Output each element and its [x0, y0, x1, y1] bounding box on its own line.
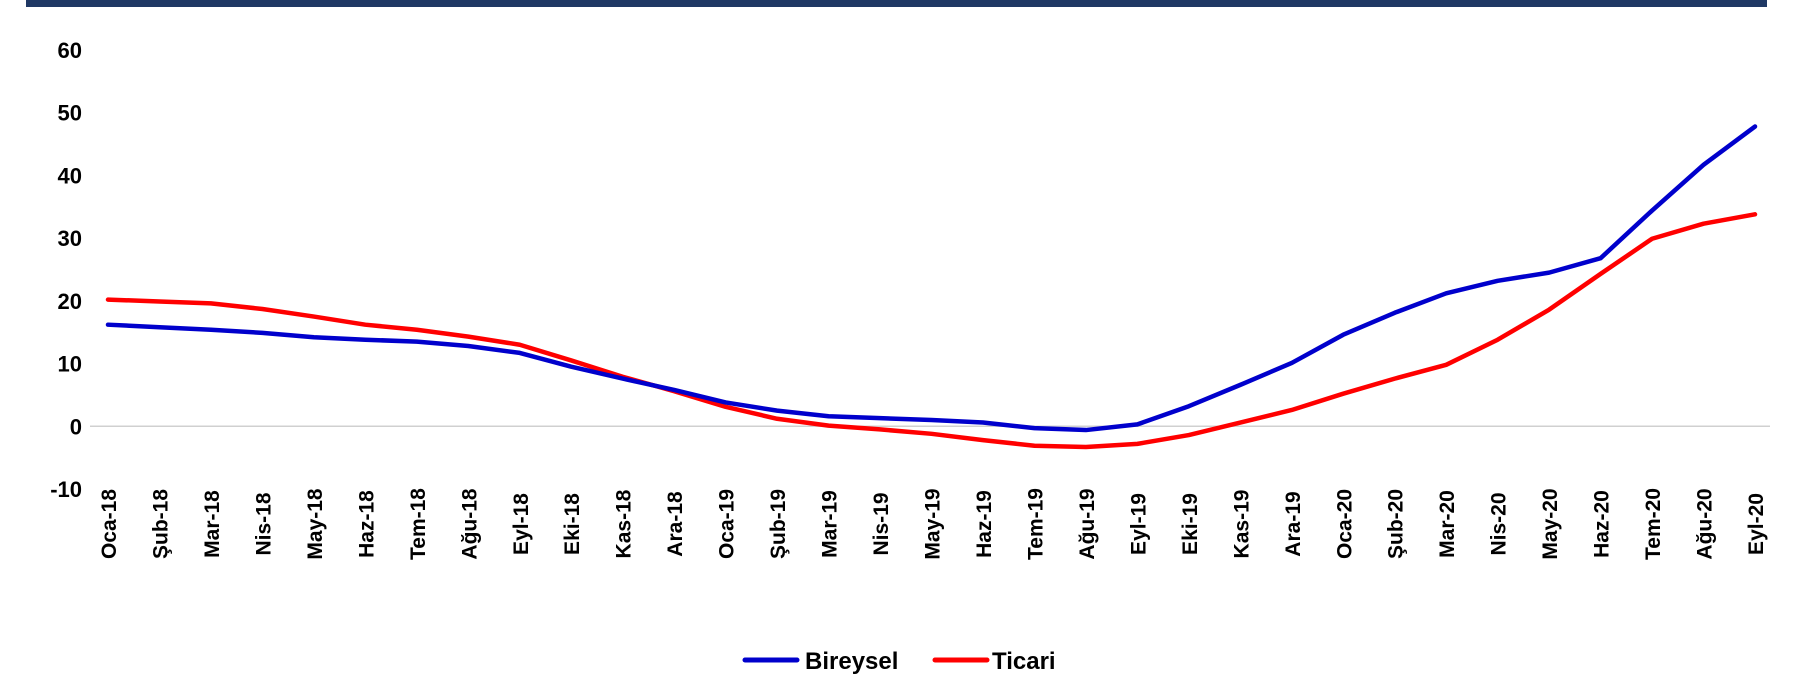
x-tick-label: Şub-19: [767, 489, 790, 559]
legend: Bireysel Ticari: [742, 648, 1056, 675]
x-tick-label: Haz-18: [355, 490, 378, 558]
x-tick-label: Ağu-19: [1076, 488, 1099, 559]
x-tick-label: Eyl-18: [510, 493, 533, 555]
x-tick-label: Şub-20: [1385, 489, 1408, 559]
y-tick-label: 0: [70, 414, 82, 439]
y-tick-label: 30: [58, 226, 82, 251]
x-tick-label: Oca-18: [98, 489, 121, 559]
x-tick-label: Nis-18: [252, 492, 275, 555]
header-bar: [26, 0, 1767, 7]
series-line-ticari: [105, 212, 1758, 450]
y-tick-label: 50: [58, 101, 82, 126]
x-tick-label: Mar-20: [1436, 490, 1459, 558]
x-tick-label: Eki-19: [1179, 493, 1202, 555]
x-tick-label: Eyl-19: [1127, 493, 1150, 555]
x-tick-label: Oca-20: [1333, 489, 1356, 559]
x-tick-label: Nis-20: [1488, 492, 1511, 555]
x-tick-label: Oca-19: [716, 489, 739, 559]
x-tick-label: Ara-19: [1282, 491, 1305, 556]
x-axis: Oca-18 Şub-18 Mar-18 Nis-18 May-18 Haz-18 Tem-…: [98, 488, 1768, 560]
x-tick-label: Eyl-20: [1745, 493, 1768, 555]
x-tick-label: Mar-19: [819, 490, 842, 558]
x-tick-label: Tem-20: [1642, 488, 1665, 560]
y-tick-label: 10: [58, 352, 82, 377]
series-layer: [105, 124, 1758, 450]
x-tick-label: May-18: [304, 488, 327, 560]
legend-label-bireysel: Bireysel: [805, 648, 898, 675]
x-tick-label: Nis-19: [870, 492, 893, 555]
y-tick-label: -10: [50, 477, 82, 502]
x-tick-label: Kas-18: [613, 489, 636, 558]
x-tick-label: Ağu-20: [1694, 488, 1717, 559]
x-tick-label: Haz-19: [973, 490, 996, 558]
x-tick-label: Mar-18: [201, 490, 224, 558]
x-tick-label: Ağu-18: [458, 488, 481, 559]
series-line-bireysel: [105, 124, 1758, 433]
x-tick-label: Ara-18: [664, 491, 687, 557]
y-tick-label: 40: [58, 163, 82, 188]
x-tick-label: Eki-18: [561, 493, 584, 555]
x-tick-label: Kas-19: [1230, 490, 1253, 559]
x-tick-label: May-20: [1539, 488, 1562, 559]
x-tick-label: Tem-19: [1024, 488, 1047, 560]
x-tick-label: Tem-18: [407, 488, 430, 560]
legend-label-ticari: Ticari: [992, 648, 1056, 675]
x-tick-label: Haz-20: [1591, 490, 1614, 558]
x-tick-label: May-19: [922, 488, 945, 559]
y-tick-label: 60: [58, 38, 82, 63]
x-tick-label: Şub-18: [149, 489, 172, 559]
y-tick-label: 20: [58, 289, 82, 314]
y-axis: -10 0 10 20 30 40 50 60: [50, 38, 82, 502]
